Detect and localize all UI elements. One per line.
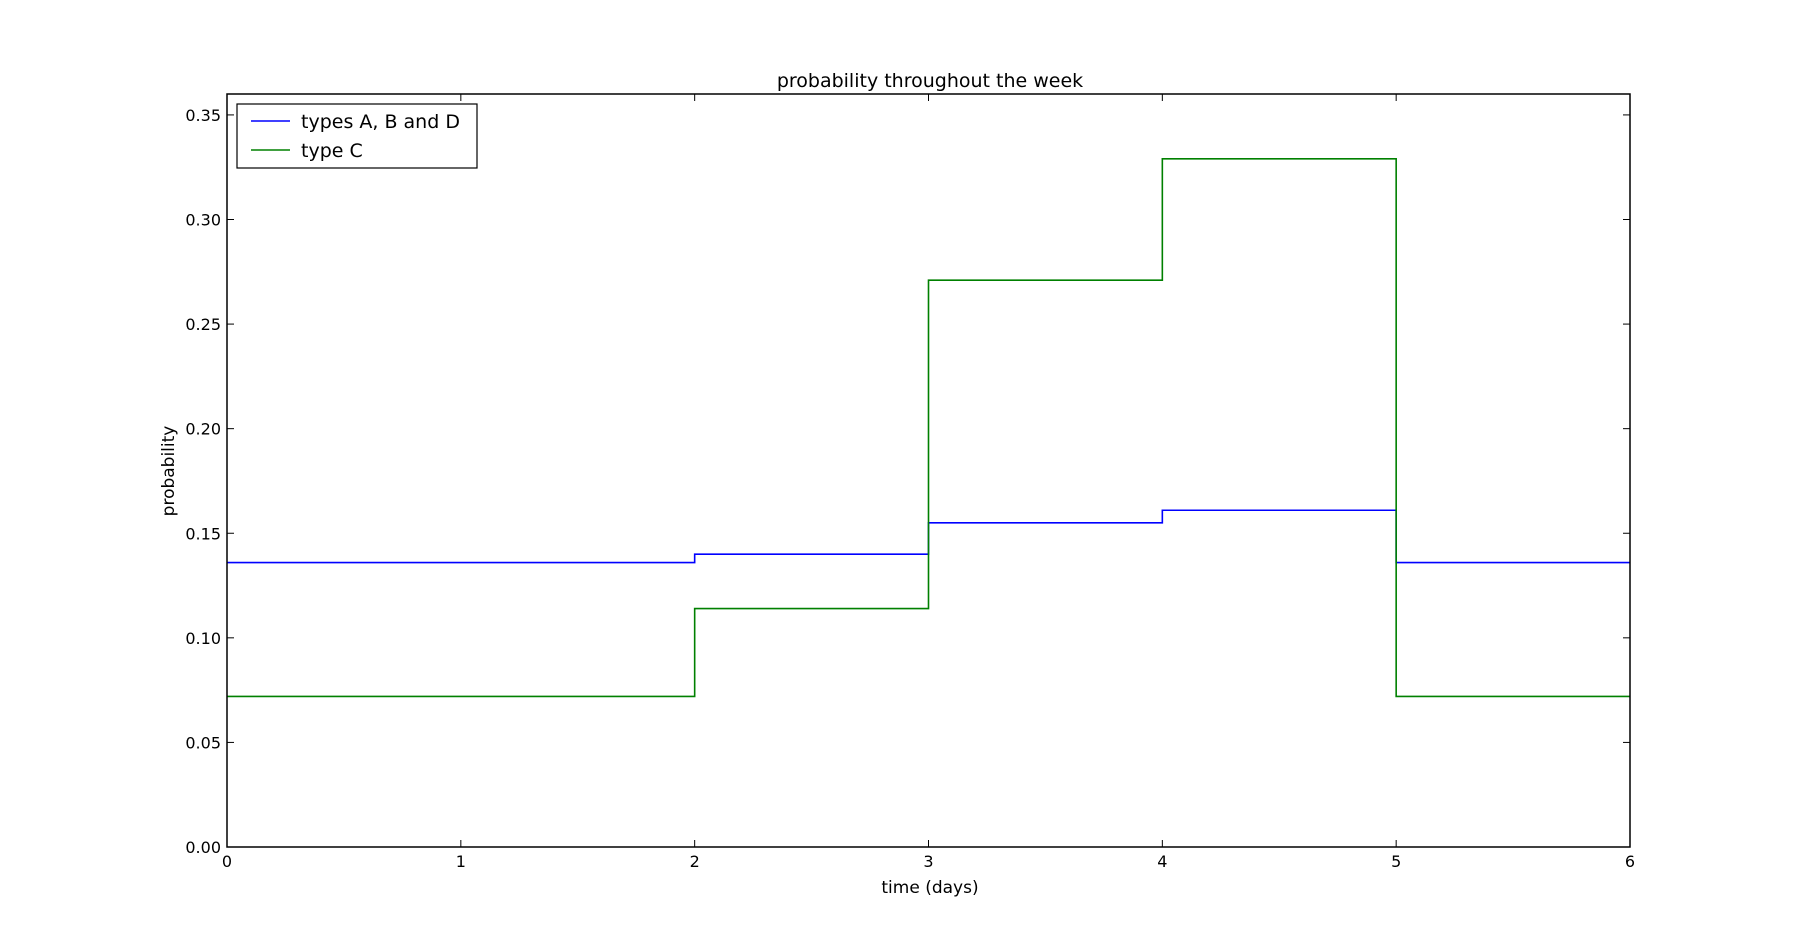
x-tick-label: 5: [1391, 852, 1401, 871]
series-layer: [227, 158, 1630, 698]
x-tick-label: 0: [222, 852, 232, 871]
y-tick-label: 0.25: [185, 315, 221, 334]
x-tick-label: 6: [1625, 852, 1635, 871]
x-tick-label: 3: [923, 852, 933, 871]
y-tick-label: 0.10: [185, 629, 221, 648]
y-tick-label: 0.05: [185, 733, 221, 752]
y-tick-label: 0.35: [185, 106, 221, 125]
y-tick-label: 0.00: [185, 838, 221, 857]
y-axis-label: probability: [159, 426, 179, 517]
legend-label-1: types A, B and D: [301, 111, 460, 133]
chart-title: probability throughout the week: [777, 70, 1083, 92]
y-tick-label: 0.15: [185, 524, 221, 543]
y-tick-label: 0.20: [185, 420, 221, 439]
x-tick-label: 2: [690, 852, 700, 871]
legend: types A, B and D type C: [236, 103, 478, 169]
x-tick-label: 4: [1157, 852, 1167, 871]
plot-area-frame: [226, 93, 1631, 848]
x-axis-label: time (days): [881, 878, 978, 898]
legend-box: [236, 103, 478, 169]
y-tick-label: 0.30: [185, 211, 221, 230]
series-line-2: [227, 158, 1630, 698]
legend-label-2: type C: [301, 140, 363, 162]
x-tick-label: 1: [456, 852, 466, 871]
